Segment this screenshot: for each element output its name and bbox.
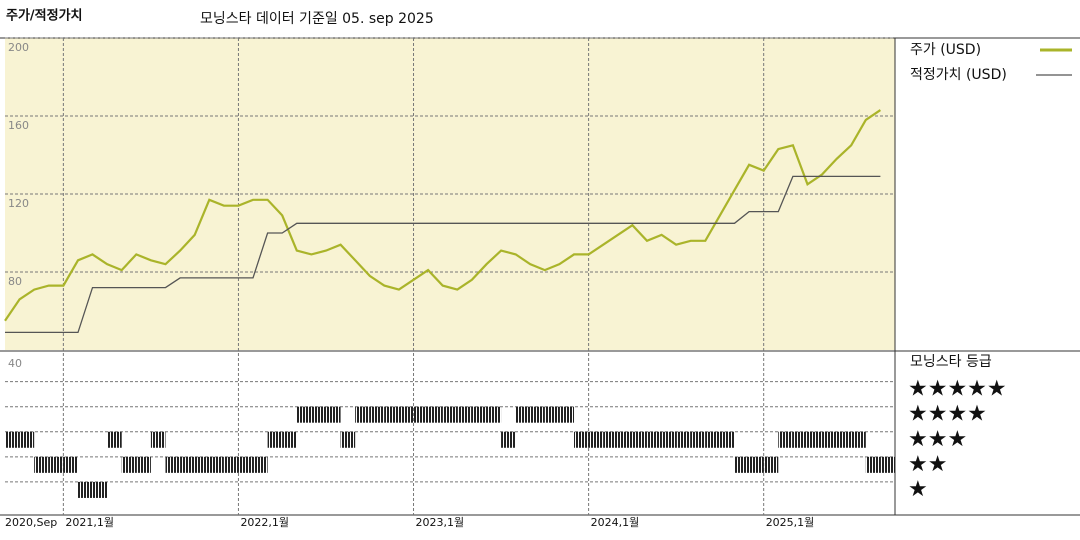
rating-strip [34,456,49,473]
rating-strip [209,456,224,473]
corner-label: 40 [8,357,22,370]
rating-strip [778,431,793,448]
rating-strip [807,431,823,448]
rating-strip [486,406,502,423]
rating-strip [63,456,78,473]
rating-strip [865,456,881,473]
rating-strip [690,431,706,448]
rating-strip [836,431,852,448]
rating-strip [282,431,297,448]
rating-label: ★★★★★ [908,377,1007,402]
rating-strip [763,456,779,473]
rating-strip [544,406,560,423]
rating-strip [442,406,458,423]
rating-strip [574,431,589,448]
chart-subtitle: 모닝스타 데이터 기준일 05. sep 2025 [200,11,434,27]
y-tick-label: 160 [8,119,29,132]
rating-strip [749,456,764,473]
rating-strip [5,431,20,448]
rating-strip [719,431,735,448]
rating-strip [530,406,545,423]
rating-strip [515,406,531,423]
rating-strip [296,406,312,423]
rating-strip [311,406,326,423]
rating-strip [734,456,750,473]
rating-label: ★★★ [908,427,967,452]
x-tick-label: 2023,1월 [416,516,465,529]
rating-strip [676,431,691,448]
x-tick-label: 2024,1월 [591,516,640,529]
rating-strip [792,431,808,448]
rating-strip [428,406,443,423]
y-tick-label: 80 [8,275,22,288]
rating-strip [165,456,181,473]
rating-strip [238,456,254,473]
series-line [5,175,881,334]
rating-strip [136,456,151,473]
rating-label: ★★ [908,452,947,477]
rating-strip [150,431,166,448]
rating-strip [253,456,268,473]
rating-strip [646,431,662,448]
y-tick-label: 120 [8,197,29,210]
rating-strip [180,456,195,473]
rating-strip [413,406,429,423]
rating-strip [471,406,487,423]
rating-strip [223,456,239,473]
rating-strip [325,406,341,423]
rating-strip [661,431,677,448]
rating-strip [617,431,633,448]
rating-strip [588,431,604,448]
rating-strip [48,456,64,473]
rating-strip [77,481,93,498]
x-tick-label: 2021,1월 [65,516,114,529]
rating-label: ★ [908,477,928,502]
rating-strip [121,456,137,473]
x-tick-label: 2022,1월 [240,516,289,529]
legend-title: 모닝스타 등급 [910,354,992,370]
rating-strip [880,456,895,473]
rating-strip [19,431,35,448]
chart-title: 주가/적정가치 [6,8,83,24]
rating-strip [603,431,618,448]
rating-strip [194,456,210,473]
rating-strip [632,431,647,448]
rating-strip [398,406,414,423]
rating-strip [267,431,283,448]
rating-strip [501,431,516,448]
rating-strip [822,431,837,448]
rating-strip [384,406,399,423]
legend-label: 적정가치 (USD) [910,67,1007,83]
rating-strip [92,481,108,498]
rating-strip [340,431,356,448]
rating-strip [355,406,370,423]
rating-strip [107,431,122,448]
rating-strip [457,406,472,423]
rating-strip [851,431,866,448]
rating-strip [369,406,385,423]
x-tick-label: 2020,Sep [5,516,57,529]
y-tick-label: 200 [8,41,29,54]
rating-strip [559,406,575,423]
rating-strip [705,431,720,448]
series-line [4,109,882,322]
rating-label: ★★★★ [908,402,987,427]
legend-label: 주가 (USD) [910,42,981,58]
x-tick-label: 2025,1월 [766,516,815,529]
